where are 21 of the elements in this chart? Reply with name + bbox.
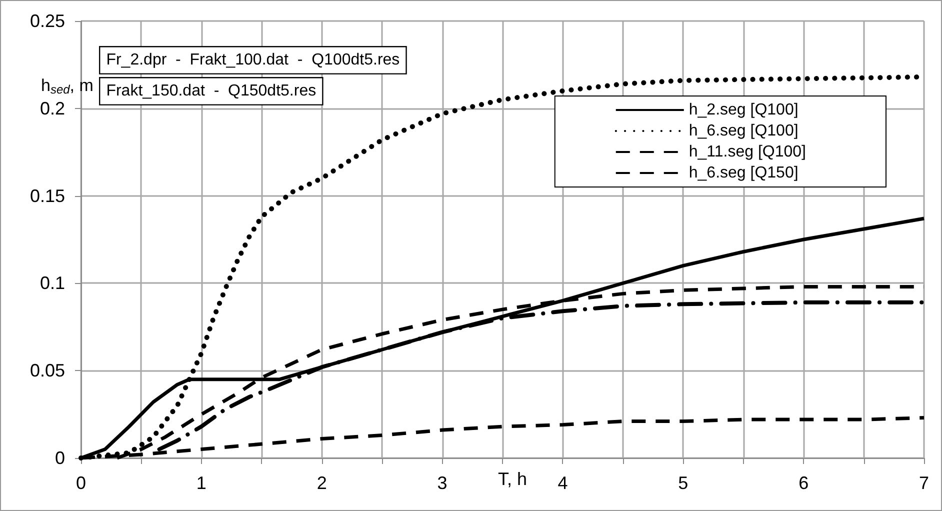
annotation: Fr_2.dpr - Frakt_100.dat - Q100dt5.res: [106, 52, 400, 69]
y-tick-label: 0.05: [30, 360, 65, 381]
legend-label: h_2.seg [Q100]: [688, 102, 798, 118]
x-tick-label: 5: [678, 473, 688, 493]
y-tick-label: 0.1: [40, 273, 65, 294]
x-tick-label: 4: [558, 473, 568, 493]
annotation: Frakt_150.dat - Q150dt5.res: [106, 82, 316, 100]
x-tick-label: 3: [437, 473, 448, 493]
y-tick-label: 0.25: [30, 11, 65, 31]
x-tick-label: 6: [798, 473, 809, 493]
x-tick-label: 7: [918, 473, 930, 493]
x-tick-label: 2: [316, 473, 327, 493]
legend-label: h_6.seg [Q150]: [688, 164, 798, 182]
y-tick-label: 0.15: [30, 186, 65, 206]
y-tick-label: 0: [54, 448, 65, 468]
legend-label: h_11.seg [Q100]: [688, 144, 806, 160]
x-tick-label: 0: [76, 473, 86, 493]
y-tick-label: 0.2: [40, 98, 65, 118]
legend-label: h_6.seg [Q100]: [688, 122, 798, 140]
x-axis-title: T, h: [498, 469, 528, 489]
x-tick-label: 1: [196, 473, 206, 493]
